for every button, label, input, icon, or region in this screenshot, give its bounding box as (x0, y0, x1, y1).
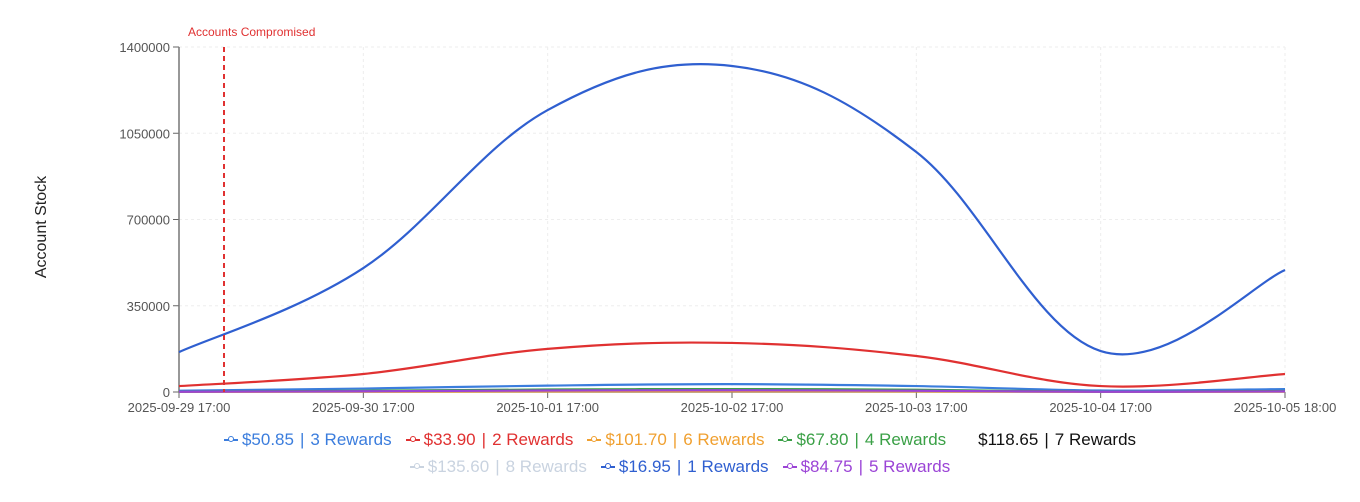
legend-item[interactable]: $33.90 | 2 Rewards (405, 429, 574, 450)
line-circle-icon (409, 462, 424, 472)
legend-separator: | (672, 429, 678, 449)
legend-item[interactable]: $118.65 | 7 Rewards (978, 430, 1136, 450)
x-tick-label: 2025-10-01 17:00 (496, 400, 599, 415)
legend-rewards: 2 Rewards (492, 429, 574, 449)
legend-rewards: 1 Rewards (687, 456, 769, 476)
legend-rewards: 5 Rewards (868, 456, 951, 476)
grid-lines (179, 46, 1286, 392)
y-tick-label: 700000 (127, 213, 170, 228)
legend-item[interactable]: $135.60 | 8 Rewards (409, 456, 587, 477)
legend-separator: | (1044, 429, 1049, 449)
axes: 0 350000 700000 1050000 1400000 2025-09-29 17… (119, 40, 1336, 415)
legend-separator: | (299, 429, 305, 449)
annotation: Accounts Compromised (188, 25, 315, 392)
legend-rewards: 4 Rewards (864, 429, 947, 449)
legend-rewards: 8 Rewards (505, 456, 587, 476)
x-tick-label: 2025-10-02 17:00 (681, 400, 784, 415)
series-line[interactable] (178, 341, 1286, 388)
x-tick-label: 2025-09-29 17:00 (128, 400, 231, 415)
line-chart: 0 350000 700000 1050000 1400000 2025-09-29 17… (119, 25, 1336, 415)
legend-price: $67.80 (796, 429, 849, 449)
legend-separator: | (676, 456, 682, 476)
legend-price: $16.95 (618, 456, 671, 476)
legend-separator: | (481, 429, 487, 449)
line-circle-icon (223, 435, 238, 445)
x-tick-label: 2025-09-30 17:00 (312, 400, 415, 415)
legend-item[interactable]: $50.85 | 3 Rewards (223, 429, 392, 450)
x-tick-label: 2025-10-05 18:00 (1234, 400, 1337, 415)
series-lines (178, 63, 1286, 393)
legend-price: $101.70 (605, 429, 667, 449)
line-circle-icon (600, 462, 615, 472)
y-axis-label: Account Stock (33, 175, 50, 279)
legend-price: $33.90 (423, 429, 476, 449)
y-tick-label: 0 (163, 385, 170, 400)
legend-item[interactable]: $84.75 | 5 Rewards (782, 456, 951, 477)
line-circle-icon (587, 435, 602, 445)
accounts-compromised-label: Accounts Compromised (188, 25, 315, 39)
legend-price: $118.65 (978, 429, 1039, 449)
legend-rewards: 7 Rewards (1054, 429, 1137, 449)
line-circle-icon (405, 435, 420, 445)
line-circle-icon (778, 435, 793, 445)
legend-separator: | (854, 429, 859, 449)
legend: $50.85 | 3 Rewards $33.90 | 2 Rewards $101.70 |… (0, 426, 1360, 480)
series-line[interactable] (178, 383, 1286, 392)
legend-price: $50.85 (241, 429, 294, 449)
legend-row-1: $50.85 | 3 Rewards $33.90 | 2 Rewards $101.70 |… (0, 426, 1360, 453)
legend-item[interactable]: $67.80 | 4 Rewards (778, 430, 946, 450)
legend-rewards: 3 Rewards (310, 429, 392, 449)
legend-separator: | (495, 456, 500, 476)
legend-row-2: $135.60 | 8 Rewards $16.95 | 1 Rewards $84.75 |… (0, 453, 1360, 480)
legend-price: $84.75 (800, 456, 853, 476)
series-line[interactable] (178, 63, 1286, 356)
legend-item[interactable]: $101.70 | 6 Rewards (587, 430, 764, 450)
x-tick-label: 2025-10-03 17:00 (865, 400, 968, 415)
y-tick-label: 350000 (127, 299, 170, 314)
y-tick-label: 1400000 (119, 40, 170, 55)
legend-rewards: 6 Rewards (683, 429, 765, 449)
line-circle-icon (782, 462, 797, 472)
legend-separator: | (858, 456, 863, 476)
series-line[interactable] (178, 389, 1286, 393)
legend-price: $135.60 (427, 456, 490, 476)
x-tick-label: 2025-10-04 17:00 (1049, 400, 1152, 415)
y-tick-label: 1050000 (119, 126, 170, 141)
legend-item[interactable]: $16.95 | 1 Rewards (600, 456, 769, 477)
